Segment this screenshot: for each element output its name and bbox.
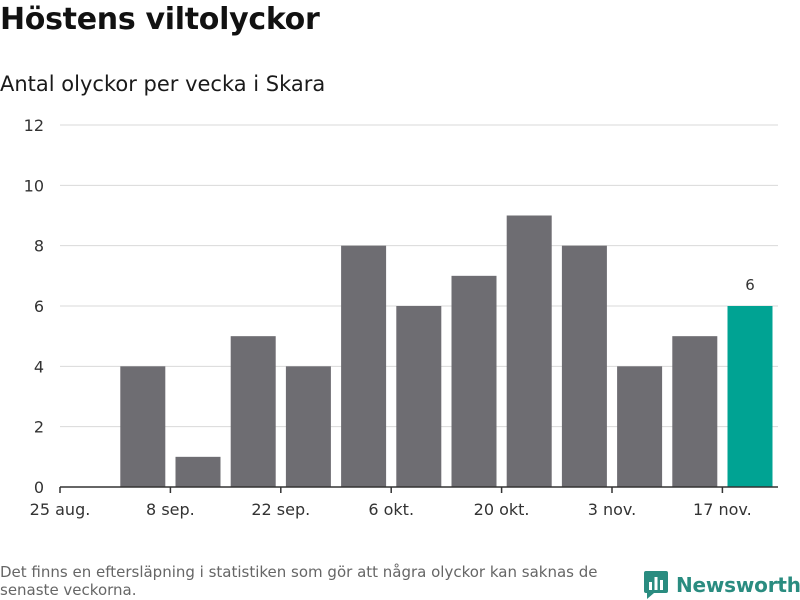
- x-axis-ticks: 25 aug. 8 sep. 22 sep. 6 okt. 20 okt. 3 nov. 1…: [30, 487, 752, 519]
- y-tick-label: 2: [34, 418, 44, 437]
- y-tick-label: 8: [34, 237, 44, 256]
- bar: [451, 275, 497, 487]
- bars: [120, 215, 773, 487]
- bar: [120, 366, 166, 487]
- newsworthy-logo-icon: [644, 571, 668, 599]
- y-tick-label: 12: [24, 116, 44, 135]
- y-tick-label: 10: [24, 176, 44, 195]
- x-tick-label: 22 sep.: [251, 500, 310, 519]
- bar: [396, 306, 442, 487]
- y-tick-label: 6: [34, 297, 44, 316]
- x-tick-label: 6 okt.: [368, 500, 414, 519]
- chart-subtitle: Antal olyckor per vecka i Skara: [0, 72, 326, 96]
- footnote: Det finns en eftersläpning i statistiken…: [0, 563, 598, 599]
- brand-name: Newsworthy: [676, 573, 800, 597]
- x-tick-label: 8 sep.: [146, 500, 195, 519]
- bar: [561, 245, 607, 487]
- bar: [727, 306, 773, 487]
- bar: [175, 456, 221, 487]
- bar-value-label: 6: [745, 276, 755, 294]
- y-axis-ticks: 0 2 4 6 8 10 12: [24, 116, 44, 497]
- bar: [617, 366, 663, 487]
- newsworthy-logo: Newsworthy: [644, 570, 800, 600]
- chart-title: Höstens viltolyckor: [0, 2, 320, 37]
- bar: [285, 366, 331, 487]
- bar: [230, 336, 276, 487]
- bar: [672, 336, 718, 487]
- y-tick-label: 4: [34, 357, 44, 376]
- x-tick-label: 20 okt.: [474, 500, 530, 519]
- bar-chart: 0 2 4 6 8 10 12 6 25 aug. 8 sep. 22 sep. 6 okt. 20…: [24, 116, 778, 519]
- bar: [506, 215, 552, 487]
- x-tick-label: 3 nov.: [588, 500, 637, 519]
- bar: [341, 245, 387, 487]
- bar-data-labels: 6: [745, 276, 755, 294]
- y-tick-label: 0: [34, 478, 44, 497]
- x-tick-label: 17 nov.: [693, 500, 752, 519]
- x-tick-label: 25 aug.: [30, 500, 91, 519]
